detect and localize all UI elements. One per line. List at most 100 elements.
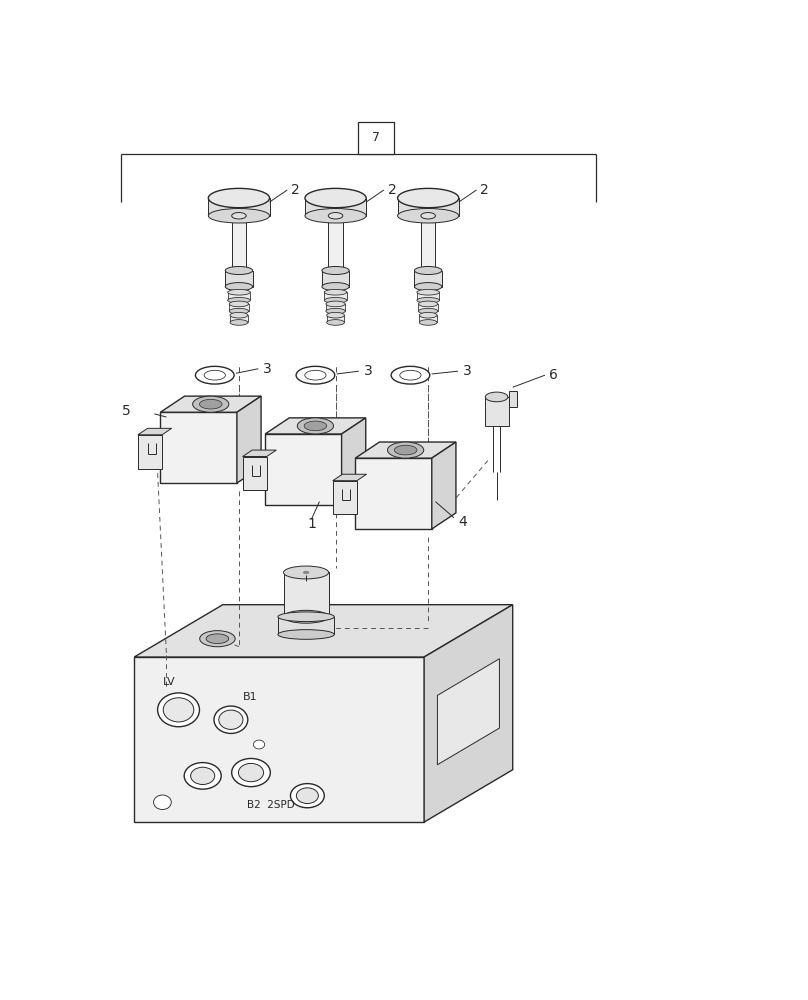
Polygon shape	[138, 435, 162, 469]
Text: 4: 4	[458, 515, 467, 529]
Ellipse shape	[230, 320, 248, 325]
Ellipse shape	[230, 312, 248, 318]
Ellipse shape	[232, 213, 246, 219]
Ellipse shape	[200, 631, 235, 647]
Bar	[322, 271, 349, 287]
Polygon shape	[333, 481, 357, 514]
Ellipse shape	[417, 297, 440, 303]
Ellipse shape	[391, 366, 430, 384]
Ellipse shape	[154, 795, 171, 810]
Ellipse shape	[284, 610, 329, 623]
Ellipse shape	[388, 442, 423, 458]
Bar	[485, 397, 509, 426]
Ellipse shape	[238, 763, 263, 782]
Ellipse shape	[191, 767, 215, 785]
Bar	[358, 122, 393, 154]
Ellipse shape	[163, 698, 194, 722]
Ellipse shape	[278, 630, 335, 639]
Bar	[305, 198, 366, 216]
Ellipse shape	[415, 283, 442, 291]
Ellipse shape	[229, 301, 249, 307]
Ellipse shape	[304, 421, 326, 431]
Polygon shape	[342, 418, 366, 505]
Text: 6: 6	[549, 368, 558, 382]
Bar	[417, 292, 440, 300]
Bar	[419, 315, 437, 322]
Bar	[326, 315, 344, 322]
Bar	[225, 271, 253, 287]
Ellipse shape	[214, 706, 248, 733]
Ellipse shape	[254, 740, 265, 749]
Text: 1: 1	[307, 517, 316, 531]
Bar	[509, 391, 517, 407]
Ellipse shape	[398, 188, 459, 208]
Ellipse shape	[294, 624, 315, 633]
Bar	[229, 304, 249, 311]
Polygon shape	[138, 428, 171, 435]
Ellipse shape	[278, 612, 335, 622]
Ellipse shape	[415, 266, 442, 275]
Polygon shape	[265, 418, 366, 434]
Ellipse shape	[228, 289, 250, 295]
Ellipse shape	[208, 209, 270, 223]
Ellipse shape	[284, 566, 329, 579]
Ellipse shape	[158, 693, 200, 727]
Ellipse shape	[200, 399, 222, 409]
Bar	[398, 198, 459, 216]
Ellipse shape	[419, 320, 437, 325]
Text: 5: 5	[122, 404, 131, 418]
Ellipse shape	[297, 418, 334, 434]
Bar	[419, 304, 438, 311]
Polygon shape	[431, 442, 456, 529]
Bar	[324, 292, 347, 300]
Ellipse shape	[225, 266, 253, 275]
Ellipse shape	[419, 312, 437, 318]
Ellipse shape	[400, 370, 421, 380]
Text: 7: 7	[372, 131, 380, 144]
Polygon shape	[242, 457, 267, 490]
Ellipse shape	[322, 283, 349, 291]
Ellipse shape	[219, 710, 243, 729]
Bar	[328, 216, 343, 271]
Bar	[326, 304, 345, 311]
Text: 2: 2	[388, 183, 397, 197]
Ellipse shape	[206, 634, 229, 644]
Bar	[278, 617, 335, 634]
Polygon shape	[424, 605, 513, 822]
Ellipse shape	[225, 283, 253, 291]
Ellipse shape	[184, 763, 221, 789]
Ellipse shape	[297, 788, 318, 804]
Ellipse shape	[326, 308, 345, 314]
Ellipse shape	[192, 396, 229, 412]
Bar	[415, 271, 442, 287]
Ellipse shape	[421, 213, 436, 219]
Ellipse shape	[324, 289, 347, 295]
Text: 2: 2	[291, 183, 300, 197]
Ellipse shape	[290, 784, 324, 808]
Ellipse shape	[417, 289, 440, 295]
Polygon shape	[265, 434, 342, 505]
Ellipse shape	[326, 320, 344, 325]
Polygon shape	[356, 442, 456, 458]
Ellipse shape	[229, 308, 249, 314]
Bar	[232, 216, 246, 271]
Ellipse shape	[322, 266, 349, 275]
Polygon shape	[242, 450, 276, 457]
Ellipse shape	[328, 213, 343, 219]
Ellipse shape	[288, 621, 321, 635]
Text: LV: LV	[162, 677, 175, 687]
Text: 3: 3	[364, 364, 372, 378]
Polygon shape	[134, 657, 424, 822]
Ellipse shape	[419, 308, 438, 314]
Bar	[208, 198, 270, 216]
Ellipse shape	[419, 301, 438, 307]
Ellipse shape	[232, 758, 271, 787]
Polygon shape	[356, 458, 431, 529]
Bar	[284, 572, 329, 617]
Ellipse shape	[486, 392, 508, 402]
Ellipse shape	[324, 297, 347, 303]
Polygon shape	[134, 605, 513, 657]
Polygon shape	[437, 659, 499, 765]
Text: 2: 2	[481, 183, 490, 197]
Ellipse shape	[303, 571, 309, 574]
